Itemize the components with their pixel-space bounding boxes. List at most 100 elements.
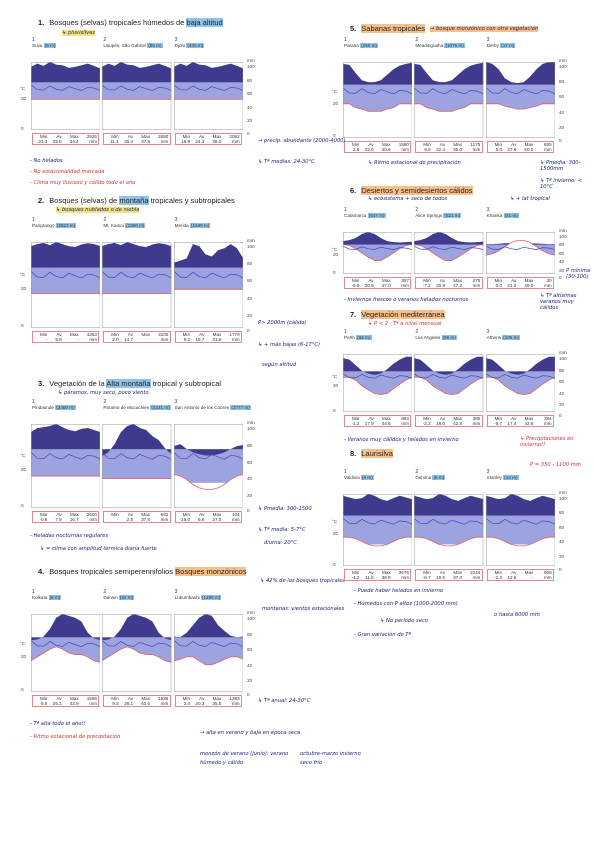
diagram-frame (485, 354, 555, 412)
stat-value: Av (439, 278, 446, 283)
axis-tick-right: 100 (559, 496, 567, 501)
station-name: Khanka (31 m) (486, 213, 519, 219)
climate-diagram (414, 232, 484, 274)
below-temp-area (102, 99, 172, 130)
stat-value: mm (160, 701, 169, 707)
stat-value: 17.9 (364, 421, 374, 427)
stat-value: - (117, 517, 119, 523)
note-s7-c: P = 350 - 1100 mm (530, 462, 581, 468)
stat-value: 42.8 (453, 421, 463, 427)
axis-tick-left: 20 (333, 382, 339, 388)
note-s8-a: - Puede haber helados en invierno (354, 588, 444, 594)
note-s4-b: ↳ Tª anual: 24-30°C (258, 698, 311, 704)
stat-value: Min (423, 142, 431, 147)
below-temp-area (485, 537, 555, 566)
stat-value: mm (543, 283, 552, 289)
station-stats: Min Av Max 385 -2.2 18.0 42.8 mm (415, 415, 483, 428)
perhumid-area (173, 444, 243, 456)
stat-value: 3100 (158, 332, 169, 337)
axis-tick-left: 20 (21, 467, 27, 473)
section-1-heading: 1. Bosques (selvas) tropicales húmedos de… (38, 18, 223, 27)
temperature-curve (485, 103, 555, 110)
station-number: 3 (486, 329, 490, 335)
stat-value: Max (141, 134, 151, 139)
axis-tick-right: 80 (247, 261, 253, 267)
stat-value: Min (182, 134, 191, 139)
note-s1-d: - No estacionalidad marcada (30, 169, 105, 175)
stat-value: 49.0 (524, 283, 534, 289)
below-temp-area (485, 377, 555, 412)
axis-tick-left: 0 (333, 133, 336, 139)
station-stats: Min Av Max 2926 21.3 25.8 34.4 mm (32, 133, 100, 146)
perhumid-area (414, 62, 484, 85)
axis-tick-left: 0 (21, 687, 24, 693)
temperature-curve (343, 376, 413, 396)
stat-value: 27.0 (212, 517, 222, 523)
stat-value: Av (56, 696, 62, 701)
axis-tick-right: 60 (559, 94, 565, 100)
axis-tick-right: 0 (247, 508, 250, 514)
stat-value: - (77, 337, 79, 343)
precipitation-curve (343, 245, 413, 250)
precipitation-curve (343, 373, 413, 379)
stat-value: 2680 (158, 134, 169, 139)
section-6-heading: 6. Desiertos y semidesiertos cálidos (350, 186, 473, 195)
precipitation-curve (31, 452, 101, 460)
stat-value: 2676 (398, 570, 409, 575)
stat-value: 6.5 (40, 701, 48, 707)
stat-value: Av (199, 696, 205, 701)
stat-value: Av (199, 332, 205, 337)
below-temp-area (414, 103, 484, 138)
diagram-frame (102, 614, 172, 692)
stat-value: mm (160, 337, 169, 343)
stat-value: 0.0 (495, 283, 503, 289)
stat-value: 9.3 (112, 701, 119, 707)
axis-unit-mm: mm (559, 490, 567, 495)
axis-tick-left: 20 (333, 530, 339, 536)
station-name: Djolu (400 m) (174, 43, 205, 49)
perhumid-area (173, 244, 243, 268)
stat-value: mm (231, 701, 240, 707)
climate-diagram (414, 494, 484, 566)
stat-value: mm (160, 517, 169, 523)
stat-value: 3.4 (183, 701, 191, 707)
section-4-note: ↳ 42% de los bosques tropicales (260, 578, 346, 584)
stat-value: Max (141, 696, 151, 701)
note-s6-c: P mínima (30-100) (566, 268, 591, 280)
axis-tick-left: 20 (21, 286, 27, 292)
station-number: 3 (486, 37, 490, 43)
station-number: 1 (32, 217, 35, 223)
stat-value: - (148, 337, 151, 343)
stat-value: Av (127, 134, 134, 139)
note-s4-c: - Tª alta todo el año!! (30, 721, 86, 727)
temperature-curve (102, 646, 172, 663)
axis-tick-right: 40 (559, 390, 565, 396)
climate-diagram (31, 424, 101, 508)
stat-value: 34.4 (69, 139, 79, 145)
perhumid-area (173, 62, 243, 83)
stat-value: 43.9 (69, 701, 79, 707)
axis-tick-right: 60 (247, 459, 253, 465)
precipitation-curve (173, 452, 243, 460)
stat-value: 2.8 (126, 517, 134, 523)
temperature-curve (343, 103, 413, 112)
axis-tick-right: 20 (247, 493, 253, 499)
climate-diagram (102, 242, 172, 328)
station-stats: Min Av Max 682 - 2.8 37.8 mm (103, 511, 171, 524)
temperature-curve (173, 474, 243, 490)
stat-value: Max (382, 570, 391, 575)
diagram-frame (31, 62, 101, 130)
stat-value: Av (127, 696, 134, 701)
diagram-frame (102, 62, 172, 130)
station-label: 1 Pangrango (3023 m) (32, 217, 99, 229)
axis-tick-right: 60 (559, 379, 565, 385)
station-stats: Min Av Max 1580 2.6 22.6 40.6 mm (344, 141, 412, 154)
stat-value: 104 (231, 512, 240, 517)
stat-value: Av (56, 512, 62, 517)
climate-diagram (485, 494, 555, 566)
station-name: Athens (105 m) (486, 335, 521, 341)
stat-value: 2.6 (352, 147, 360, 153)
note-s1-b: ↳ Tª medias: 24-30°C (258, 159, 315, 165)
stat-value: mm (472, 283, 481, 289)
station-name: Paramo de Mucuchies (4221 m) (103, 405, 171, 411)
